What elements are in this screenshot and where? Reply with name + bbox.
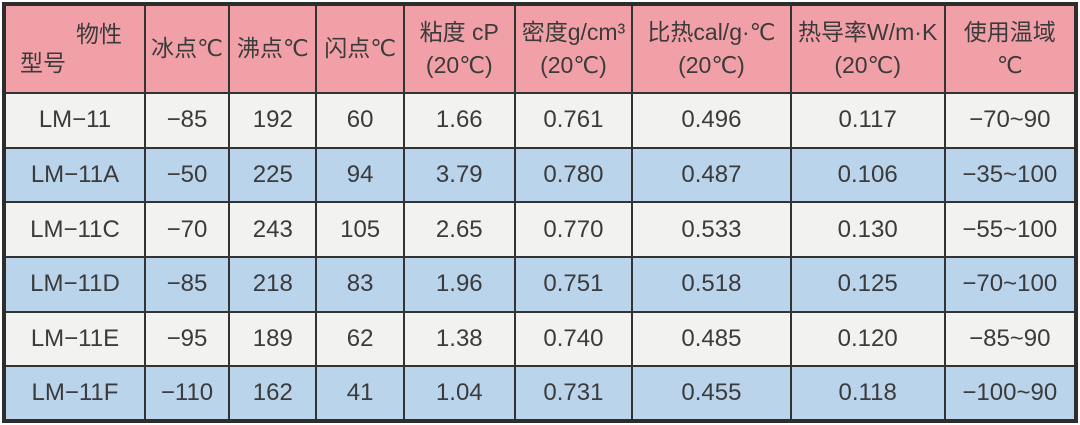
cell-operating-temp-range: −35~100 (943, 146, 1078, 204)
cell-boiling-point: 243 (228, 201, 318, 258)
cell-specific-heat: 0.487 (631, 146, 792, 204)
cell-thermal-conductivity: 0.106 (789, 146, 946, 204)
cell-viscosity: 3.79 (402, 146, 516, 204)
cell-freezing-point: −95 (143, 310, 231, 368)
cell-density: 0.751 (513, 255, 634, 313)
column-header-boiling-point: 沸点℃ (228, 2, 318, 95)
cell-density: 0.761 (513, 92, 634, 149)
header-line: 沸点℃ (236, 35, 309, 62)
cell-density: 0.731 (513, 365, 634, 422)
model-name: LM−11A (3, 146, 146, 204)
cell-thermal-conductivity: 0.125 (789, 255, 946, 313)
header-line: (20℃) (425, 52, 493, 79)
corner-label-properties: 物性 (75, 21, 122, 47)
cell-density: 0.780 (513, 146, 634, 204)
table-header-row: 物性 型号 冰点℃ 沸点℃ 闪点℃ 粘度 cP (20℃) 密度g/cm³ (20℃… (3, 2, 1078, 95)
table-row-lm11d: LM−11D −85 218 83 1.96 0.751 0.518 0.125… (3, 255, 1078, 313)
cell-specific-heat: 0.485 (631, 310, 792, 368)
cell-flash-point: 105 (315, 201, 405, 258)
column-header-thermal-conductivity: 热导率W/m·K (20℃) (789, 2, 946, 95)
cell-operating-temp-range: −70~100 (943, 255, 1078, 313)
model-name: LM−11C (3, 201, 146, 258)
header-line: (20℃) (678, 52, 745, 79)
cell-boiling-point: 192 (228, 92, 318, 149)
table-row-lm11: LM−11 −85 192 60 1.66 0.761 0.496 0.117 … (3, 92, 1078, 149)
header-line: 比热cal/g·℃ (647, 18, 776, 45)
header-line: ℃ (996, 52, 1023, 79)
model-name: LM−11 (3, 92, 146, 149)
cell-freezing-point: −110 (143, 365, 231, 422)
cell-operating-temp-range: −70~90 (943, 92, 1078, 149)
header-line: 闪点℃ (324, 35, 397, 62)
cell-specific-heat: 0.533 (631, 201, 792, 258)
cell-thermal-conductivity: 0.118 (789, 365, 946, 422)
cell-thermal-conductivity: 0.130 (789, 201, 946, 258)
cell-freezing-point: −50 (143, 146, 231, 204)
cell-boiling-point: 218 (228, 255, 318, 313)
column-header-density: 密度g/cm³ (20℃) (513, 2, 634, 95)
header-line: 热导率W/m·K (798, 18, 938, 45)
cell-viscosity: 1.38 (402, 310, 516, 368)
model-name: LM−11D (3, 255, 146, 313)
model-name: LM−11F (3, 365, 146, 422)
table-row-lm11a: LM−11A −50 225 94 3.79 0.780 0.487 0.106… (3, 146, 1078, 204)
table-row-lm11f: LM−11F −110 162 41 1.04 0.731 0.455 0.11… (3, 365, 1078, 422)
cell-specific-heat: 0.455 (631, 365, 792, 422)
cell-freezing-point: −85 (143, 92, 231, 149)
header-line: 密度g/cm³ (521, 18, 626, 45)
cell-boiling-point: 162 (228, 365, 318, 422)
header-line: (20℃) (834, 52, 902, 79)
column-header-specific-heat: 比热cal/g·℃ (20℃) (631, 2, 792, 95)
cell-operating-temp-range: −100~90 (943, 365, 1078, 422)
table-row-lm11c: LM−11C −70 243 105 2.65 0.770 0.533 0.13… (3, 201, 1078, 258)
cell-viscosity: 1.04 (402, 365, 516, 422)
cell-specific-heat: 0.518 (631, 255, 792, 313)
cell-density: 0.770 (513, 201, 634, 258)
table-row-lm11e: LM−11E −95 189 62 1.38 0.740 0.485 0.120… (3, 310, 1078, 368)
cell-flash-point: 83 (315, 255, 405, 313)
cell-boiling-point: 225 (228, 146, 318, 204)
cell-viscosity: 1.96 (402, 255, 516, 313)
cell-freezing-point: −70 (143, 201, 231, 258)
header-line: 粘度 cP (419, 18, 499, 45)
cell-thermal-conductivity: 0.117 (789, 92, 946, 149)
cell-viscosity: 1.66 (402, 92, 516, 149)
cell-specific-heat: 0.496 (631, 92, 792, 149)
header-line: 冰点℃ (151, 35, 223, 62)
cell-flash-point: 60 (315, 92, 405, 149)
cell-flash-point: 62 (315, 310, 405, 368)
header-line: (20℃) (540, 52, 607, 79)
column-header-operating-temp-range: 使用温域 ℃ (943, 2, 1078, 95)
column-header-freezing-point: 冰点℃ (143, 2, 231, 95)
cell-thermal-conductivity: 0.120 (789, 310, 946, 368)
header-line: 使用温域 (963, 18, 1056, 45)
model-name: LM−11E (3, 310, 146, 368)
cell-freezing-point: −85 (143, 255, 231, 313)
corner-label-model: 型号 (20, 49, 66, 76)
cell-flash-point: 94 (315, 146, 405, 204)
column-header-flash-point: 闪点℃ (315, 2, 405, 95)
cell-operating-temp-range: −55~100 (943, 201, 1078, 258)
cell-flash-point: 41 (315, 365, 405, 422)
corner-header-cell: 物性 型号 (3, 2, 146, 95)
cell-boiling-point: 189 (228, 310, 318, 368)
cell-viscosity: 2.65 (402, 201, 516, 258)
cell-density: 0.740 (513, 310, 634, 368)
cell-operating-temp-range: −85~90 (943, 310, 1078, 368)
column-header-viscosity: 粘度 cP (20℃) (402, 2, 516, 95)
